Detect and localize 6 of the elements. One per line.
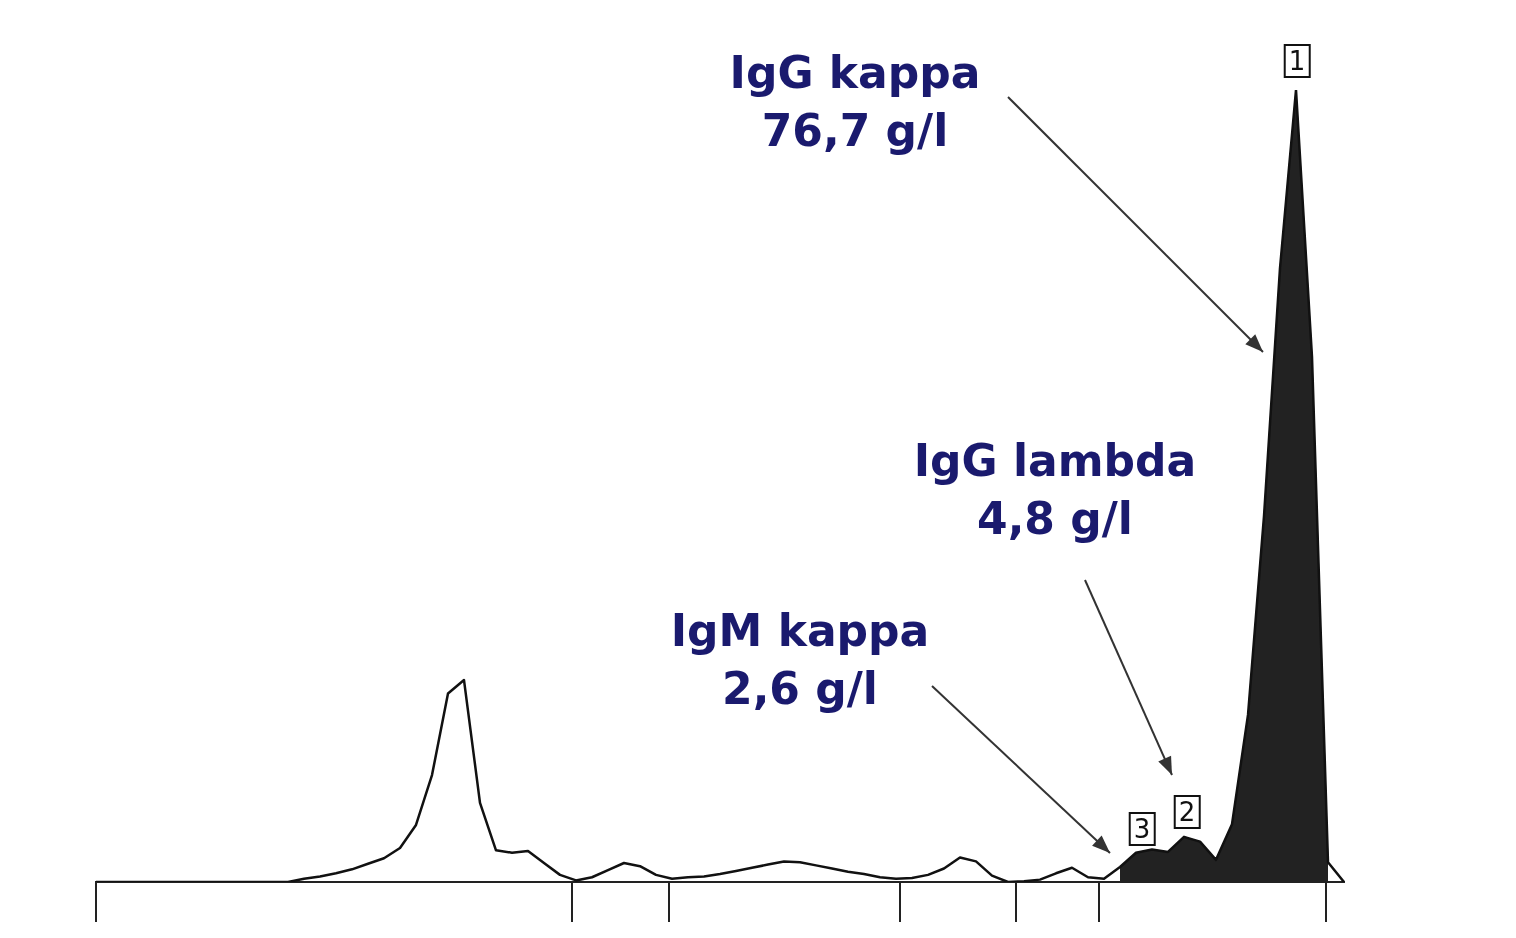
- text: 1: [1283, 44, 1311, 78]
- annotation: IgM kappa 2,6 g/l: [670, 604, 930, 716]
- annotation: IgG lambda 4,8 g/l: [913, 434, 1197, 546]
- annotation: IgG kappa 76,7 g/l: [729, 46, 981, 158]
- annotation: 3: [1128, 812, 1156, 846]
- annotation: 2: [1173, 795, 1201, 829]
